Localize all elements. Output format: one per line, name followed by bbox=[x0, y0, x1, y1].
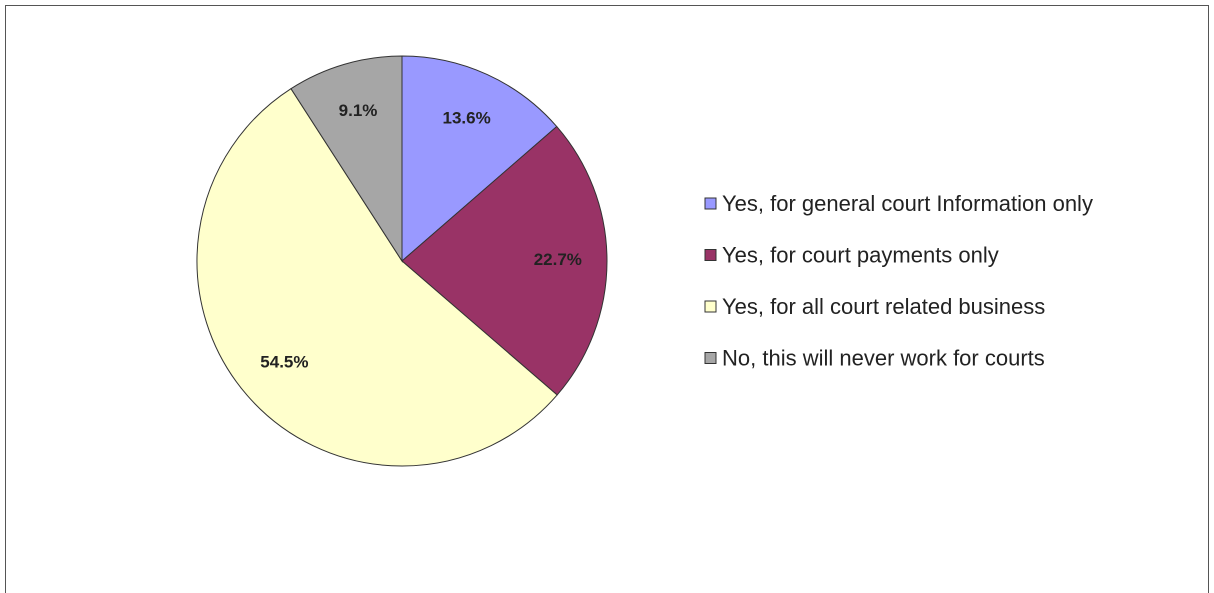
pie-slice bbox=[401, 125, 608, 396]
data-label: 54.5% bbox=[260, 353, 308, 372]
pie-slice bbox=[196, 87, 558, 467]
legend-label: Yes, for all court related business bbox=[722, 294, 1045, 319]
pie-slice bbox=[401, 55, 558, 263]
legend-swatch bbox=[704, 300, 717, 313]
pie-slice bbox=[290, 55, 403, 263]
data-label: 22.7% bbox=[534, 250, 582, 269]
legend-swatch bbox=[704, 197, 717, 210]
legend-label: Yes, for general court Information only bbox=[722, 191, 1093, 216]
data-label: 13.6% bbox=[443, 109, 491, 128]
legend-swatch bbox=[704, 352, 717, 364]
legend-swatch bbox=[704, 249, 717, 261]
legend-label: No, this will never work for courts bbox=[722, 345, 1045, 370]
data-label: 9.1% bbox=[339, 101, 378, 120]
legend-label: Yes, for court payments only bbox=[722, 242, 999, 267]
